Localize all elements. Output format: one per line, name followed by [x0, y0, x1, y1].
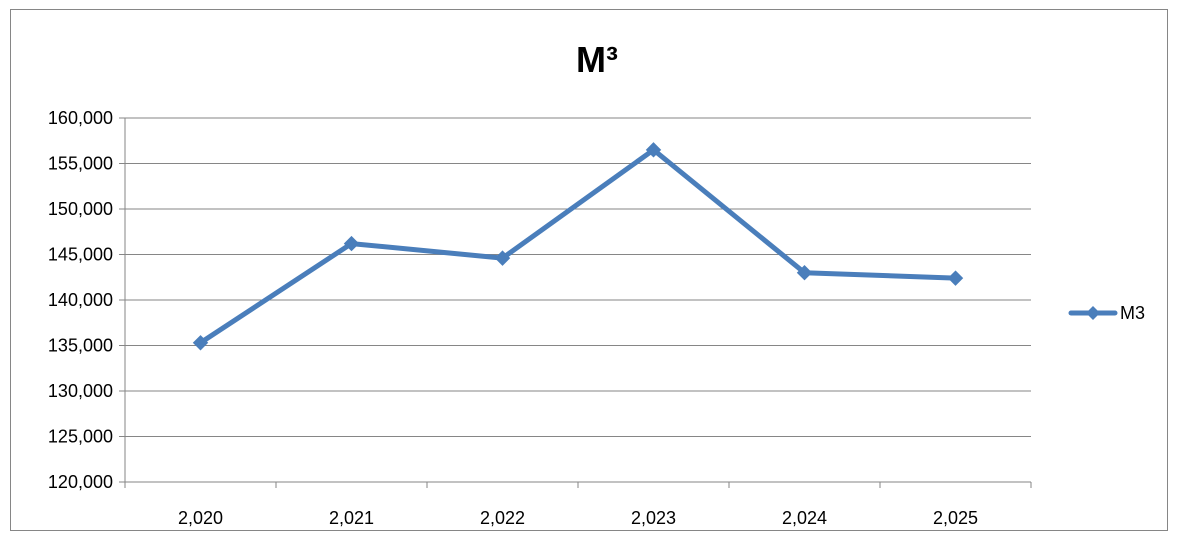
x-tick-label: 2,025: [933, 508, 978, 528]
series-line: [198, 147, 958, 346]
y-tick-label: 150,000: [48, 199, 113, 219]
y-tick-label: 130,000: [48, 381, 113, 401]
x-tick-label: 2,024: [782, 508, 827, 528]
y-tick-label: 125,000: [48, 427, 113, 447]
y-tick-label: 145,000: [48, 245, 113, 265]
y-tick-label: 135,000: [48, 336, 113, 356]
data-point-marker: [947, 270, 964, 286]
x-tick-label: 2,020: [178, 508, 223, 528]
chart-area: [10, 9, 1168, 531]
y-tick-label: 140,000: [48, 290, 113, 310]
data-point-marker: [645, 142, 662, 158]
data-point-marker: [796, 264, 813, 281]
y-tick-label: 120,000: [48, 472, 113, 492]
chart-title: M³: [576, 39, 618, 80]
y-tick-label: 160,000: [48, 108, 113, 128]
x-tick-label: 2,023: [631, 508, 676, 528]
data-point-marker: [494, 250, 511, 266]
y-tick-label: 155,000: [48, 154, 113, 174]
data-point-marker: [192, 335, 209, 351]
legend-label: M3: [1120, 303, 1145, 323]
data-point-marker: [343, 235, 360, 252]
x-tick-label: 2,021: [329, 508, 374, 528]
legend-marker-icon: [1086, 306, 1100, 320]
x-tick-label: 2,022: [480, 508, 525, 528]
